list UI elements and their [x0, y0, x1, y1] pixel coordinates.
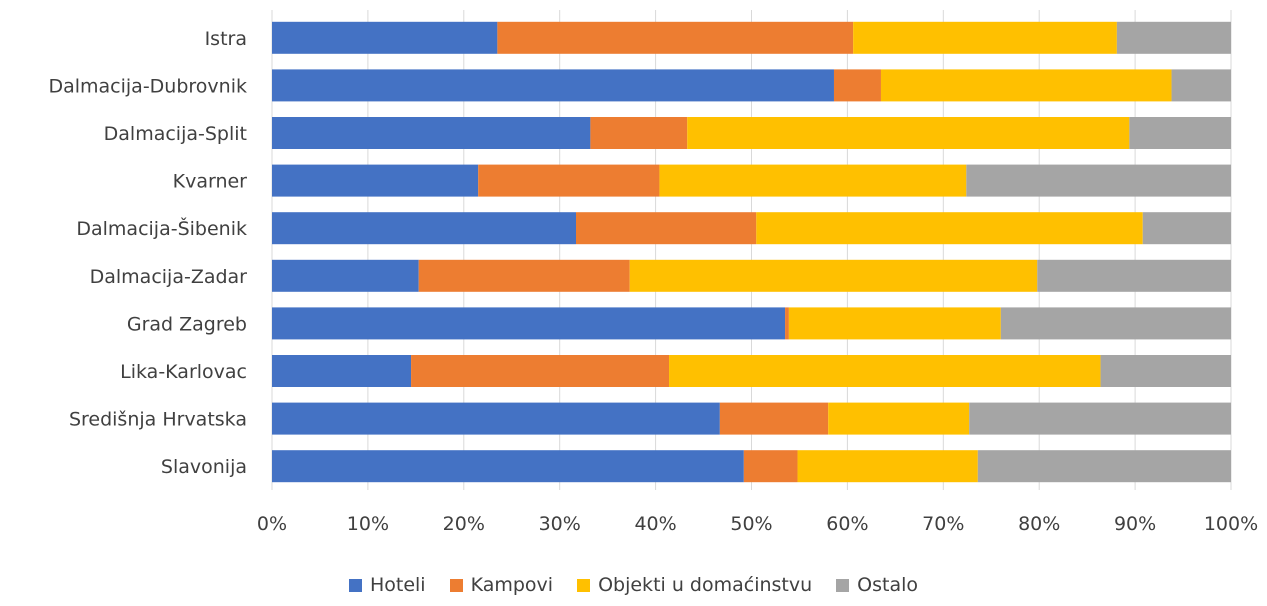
bar-kampovi — [411, 355, 670, 387]
bar-kampovi — [719, 402, 829, 435]
bar-ostalo — [969, 402, 1231, 435]
bar-kampovi — [833, 69, 881, 102]
bar-hoteli — [272, 212, 577, 245]
bar-objekti-u-doma-instvu — [788, 307, 1001, 340]
x-tick-label: 70% — [922, 513, 964, 535]
bar-hoteli — [272, 307, 786, 340]
bar-ostalo — [1129, 117, 1231, 149]
legend-label: Objekti u domaćinstvu — [598, 574, 813, 596]
legend-swatch — [836, 578, 850, 592]
category-label: Slavonija — [161, 456, 247, 478]
bar-objekti-u-doma-instvu — [756, 212, 1143, 245]
bar-ostalo — [1116, 21, 1231, 54]
legend-swatch — [577, 578, 591, 592]
legend-label: Ostalo — [857, 574, 919, 596]
legend-item: Hoteli — [348, 574, 426, 596]
bar-ostalo — [1171, 69, 1231, 102]
bar-hoteli — [272, 259, 419, 292]
category-label: Središnja Hrvatska — [69, 409, 247, 431]
bar-objekti-u-doma-instvu — [629, 259, 1038, 292]
category-label: Grad Zagreb — [127, 313, 247, 335]
bar-ostalo — [977, 450, 1231, 483]
category-label: Dalmacija-Zadar — [90, 266, 248, 288]
bar-objekti-u-doma-instvu — [669, 355, 1101, 387]
bar-hoteli — [272, 21, 498, 54]
bar-hoteli — [272, 117, 591, 149]
category-label: Kvarner — [173, 171, 248, 193]
bar-ostalo — [1142, 212, 1231, 245]
x-tick-label: 90% — [1114, 513, 1156, 535]
bar-hoteli — [272, 69, 834, 102]
category-label: Istra — [205, 28, 247, 50]
x-tick-label: 20% — [443, 513, 485, 535]
bar-objekti-u-doma-instvu — [853, 21, 1117, 54]
bar-ostalo — [966, 164, 1231, 197]
category-label: Lika-Karlovac — [120, 361, 247, 383]
x-tick-label: 10% — [347, 513, 389, 535]
legend-swatch — [449, 578, 463, 592]
bar-hoteli — [272, 355, 412, 387]
bar-kampovi — [576, 212, 757, 245]
bar-kampovi — [743, 450, 798, 483]
bar-objekti-u-doma-instvu — [828, 402, 970, 435]
legend-swatch — [348, 578, 362, 592]
bar-ostalo — [1037, 259, 1231, 292]
x-tick-label: 50% — [730, 513, 772, 535]
bar-objekti-u-doma-instvu — [797, 450, 978, 483]
x-tick-label: 60% — [826, 513, 868, 535]
legend-item: Objekti u domaćinstvu — [577, 574, 812, 596]
bar-kampovi — [785, 307, 789, 340]
bar-objekti-u-doma-instvu — [880, 69, 1172, 102]
bar-hoteli — [272, 402, 720, 435]
chart-legend: Hoteli Kampovi Objekti u domaćinstvu Ostalo — [0, 570, 1267, 600]
legend-label: Kampovi — [470, 574, 554, 596]
bar-hoteli — [272, 164, 479, 197]
x-tick-label: 0% — [257, 513, 287, 535]
bar-ostalo — [1000, 307, 1231, 340]
bar-kampovi — [590, 117, 688, 149]
bar-kampovi — [497, 21, 854, 54]
bar-kampovi — [418, 259, 630, 292]
x-tick-label: 100% — [1204, 513, 1258, 535]
bar-objekti-u-doma-instvu — [687, 117, 1130, 149]
category-label: Dalmacija-Dubrovnik — [48, 75, 247, 97]
category-label: Dalmacija-Šibenik — [76, 216, 247, 240]
bar-ostalo — [1100, 355, 1231, 387]
bar-objekti-u-doma-instvu — [659, 164, 967, 197]
legend-item: Kampovi — [449, 574, 554, 596]
legend-item: Ostalo — [836, 574, 918, 596]
bar-kampovi — [478, 164, 660, 197]
bar-hoteli — [272, 450, 744, 483]
category-label: Dalmacija-Split — [104, 123, 247, 145]
stacked-bar-chart: 0% 10% 20% 30% 40% 50% 60% 70% 80% 90% 100% Istra Da… — [48, 10, 1258, 535]
x-tick-label: 80% — [1018, 513, 1060, 535]
x-tick-label: 30% — [539, 513, 581, 535]
legend-label: Hoteli — [369, 574, 426, 596]
x-tick-label: 40% — [634, 513, 676, 535]
